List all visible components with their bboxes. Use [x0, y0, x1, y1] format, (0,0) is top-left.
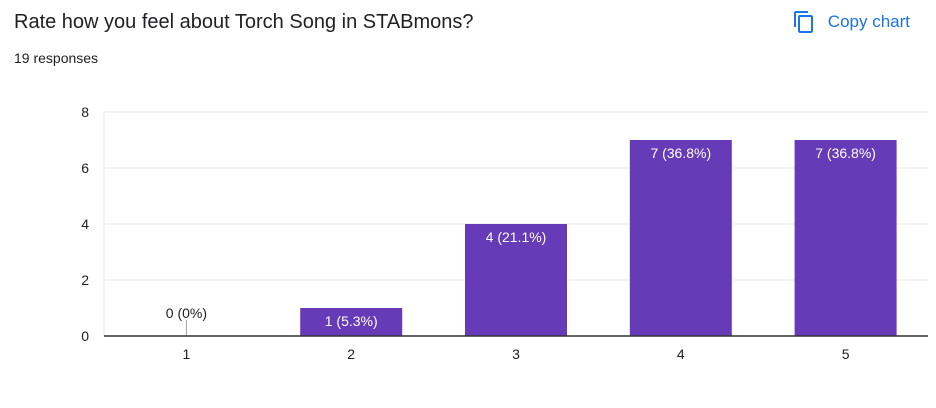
- copy-chart-button[interactable]: Copy chart: [782, 6, 920, 38]
- bar-chart: 0 2 4 6 8 0 (0%) 1 1 (5.3%) 2 4 (21.1%) 3 7 (36.8%)…: [0, 90, 936, 380]
- question-title: Rate how you feel about Torch Song in ST…: [14, 11, 474, 33]
- bar-data-label: 7 (36.8%): [650, 145, 711, 161]
- x-tick-label: 4: [677, 346, 685, 362]
- bar-data-label: 7 (36.8%): [815, 145, 876, 161]
- copy-icon: [793, 11, 813, 33]
- x-tick-label: 3: [512, 346, 520, 362]
- bar-data-label: 1 (5.3%): [325, 313, 378, 329]
- bar-data-label: 4 (21.1%): [486, 229, 547, 245]
- x-tick-label: 1: [183, 346, 191, 362]
- y-tick-label: 8: [81, 104, 89, 120]
- x-tick-label: 2: [347, 346, 355, 362]
- bar: [794, 140, 897, 336]
- bar-data-label: 0 (0%): [166, 305, 207, 321]
- bar: [629, 140, 732, 336]
- x-tick-label: 5: [842, 346, 850, 362]
- bar-chart-svg: 0 2 4 6 8 0 (0%) 1 1 (5.3%) 2 4 (21.1%) 3 7 (36.8%)…: [81, 104, 928, 362]
- bar: [300, 308, 403, 336]
- y-tick-label: 4: [81, 216, 89, 232]
- response-count: 19 responses: [14, 50, 99, 66]
- copy-chart-label: Copy chart: [827, 12, 910, 31]
- y-tick-label: 6: [81, 160, 89, 176]
- bar: [465, 224, 567, 336]
- y-tick-label: 2: [81, 272, 89, 288]
- y-tick-label: 0: [81, 328, 89, 344]
